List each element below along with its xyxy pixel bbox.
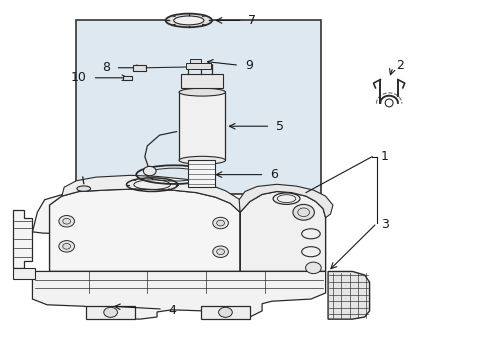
- Circle shape: [63, 243, 71, 249]
- Text: 10: 10: [71, 71, 86, 84]
- Ellipse shape: [77, 186, 91, 191]
- Circle shape: [213, 217, 228, 229]
- Bar: [76, 21, 321, 194]
- Polygon shape: [62, 175, 240, 212]
- Text: 3: 3: [381, 218, 389, 231]
- Polygon shape: [49, 189, 240, 271]
- Ellipse shape: [174, 16, 204, 25]
- Bar: [123, 76, 132, 80]
- Circle shape: [104, 307, 118, 318]
- Text: 2: 2: [396, 59, 404, 72]
- Circle shape: [217, 249, 224, 255]
- Text: 9: 9: [245, 59, 253, 72]
- Ellipse shape: [166, 14, 212, 27]
- Ellipse shape: [179, 88, 225, 96]
- Bar: [179, 92, 225, 160]
- Circle shape: [59, 240, 74, 252]
- Bar: [188, 160, 215, 187]
- Text: 1: 1: [381, 150, 389, 163]
- Polygon shape: [328, 271, 369, 319]
- Circle shape: [213, 246, 228, 257]
- Circle shape: [219, 307, 232, 318]
- Text: 8: 8: [101, 61, 110, 74]
- Bar: [86, 306, 135, 319]
- Bar: [186, 63, 211, 69]
- Circle shape: [217, 220, 224, 226]
- Polygon shape: [13, 211, 32, 268]
- Bar: [190, 59, 200, 63]
- Circle shape: [63, 219, 71, 224]
- Bar: [13, 268, 35, 279]
- Bar: [133, 65, 147, 71]
- Text: 6: 6: [270, 168, 278, 181]
- Circle shape: [144, 166, 156, 176]
- Polygon shape: [239, 184, 333, 218]
- Text: 5: 5: [276, 120, 284, 133]
- Bar: [201, 306, 250, 319]
- Polygon shape: [32, 271, 326, 319]
- Bar: [181, 74, 223, 88]
- Polygon shape: [240, 192, 326, 271]
- Circle shape: [293, 204, 315, 220]
- Circle shape: [306, 262, 321, 274]
- Text: 7: 7: [248, 14, 256, 27]
- Text: 4: 4: [169, 304, 177, 317]
- Ellipse shape: [179, 156, 225, 164]
- Polygon shape: [32, 192, 118, 234]
- Circle shape: [59, 216, 74, 227]
